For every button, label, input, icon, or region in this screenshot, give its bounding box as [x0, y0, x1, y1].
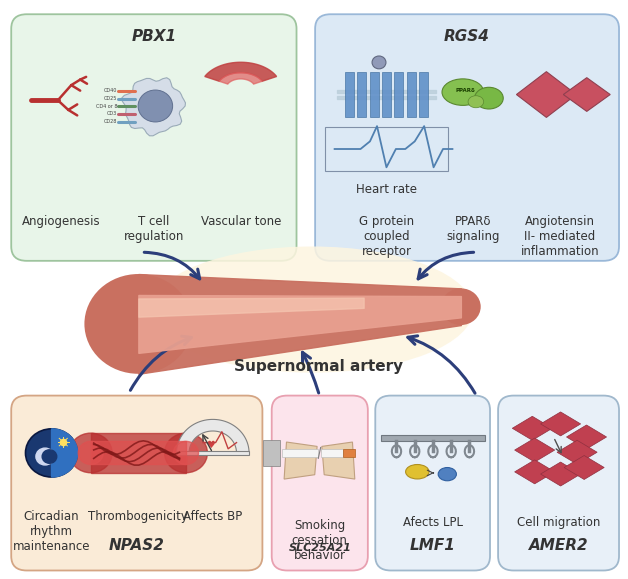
Text: Circadian
rhythm
maintenance: Circadian rhythm maintenance	[13, 510, 90, 554]
Polygon shape	[282, 449, 318, 457]
FancyBboxPatch shape	[11, 395, 263, 570]
Circle shape	[36, 448, 54, 465]
Circle shape	[173, 441, 198, 464]
Polygon shape	[219, 73, 263, 84]
Text: Heart rate: Heart rate	[356, 184, 417, 196]
Ellipse shape	[438, 467, 457, 481]
Text: Supernormal artery: Supernormal artery	[234, 360, 403, 375]
Text: SLC25A21: SLC25A21	[288, 543, 351, 554]
Ellipse shape	[151, 247, 474, 373]
FancyBboxPatch shape	[376, 395, 490, 570]
Circle shape	[78, 441, 103, 464]
FancyBboxPatch shape	[272, 395, 368, 570]
Text: G protein
coupled
receptor: G protein coupled receptor	[359, 215, 414, 258]
Circle shape	[42, 450, 57, 463]
Circle shape	[26, 429, 78, 477]
Polygon shape	[321, 449, 343, 457]
Ellipse shape	[475, 87, 503, 109]
Polygon shape	[122, 78, 185, 136]
Circle shape	[138, 90, 173, 122]
Text: CD25: CD25	[104, 96, 117, 101]
Text: Afects LPL: Afects LPL	[403, 516, 463, 529]
FancyBboxPatch shape	[498, 395, 619, 570]
Ellipse shape	[468, 96, 484, 108]
Ellipse shape	[442, 79, 484, 105]
Polygon shape	[566, 425, 607, 449]
FancyBboxPatch shape	[11, 14, 296, 261]
Text: Affects BP: Affects BP	[183, 510, 242, 523]
Text: AMER2: AMER2	[529, 538, 588, 554]
Text: Vascular tone: Vascular tone	[200, 215, 281, 228]
Polygon shape	[512, 416, 553, 440]
Polygon shape	[381, 435, 485, 441]
Polygon shape	[564, 456, 604, 479]
Polygon shape	[90, 433, 186, 472]
Polygon shape	[176, 419, 249, 453]
Polygon shape	[343, 449, 355, 457]
Bar	[357, 72, 366, 118]
Polygon shape	[541, 412, 581, 436]
Circle shape	[372, 56, 386, 69]
Polygon shape	[90, 441, 186, 464]
Text: RGS4: RGS4	[444, 28, 490, 43]
Text: Cell migration: Cell migration	[517, 516, 600, 529]
Polygon shape	[514, 460, 555, 484]
Polygon shape	[563, 78, 610, 111]
Bar	[407, 72, 416, 118]
Circle shape	[165, 433, 207, 472]
FancyBboxPatch shape	[315, 14, 619, 261]
Polygon shape	[514, 438, 555, 462]
Text: CD3: CD3	[107, 112, 117, 116]
Text: Angiogenesis: Angiogenesis	[21, 215, 100, 228]
Bar	[325, 127, 448, 171]
Bar	[382, 72, 391, 118]
Bar	[394, 72, 403, 118]
Text: PPARδ: PPARδ	[455, 89, 475, 93]
Ellipse shape	[406, 464, 429, 479]
Text: Smoking
cessation
behavior: Smoking cessation behavior	[291, 519, 347, 562]
Text: NPAS2: NPAS2	[109, 538, 165, 554]
Text: LMF1: LMF1	[409, 538, 455, 554]
Text: PPARδ
signaling: PPARδ signaling	[447, 215, 500, 243]
Circle shape	[84, 274, 192, 374]
Polygon shape	[176, 451, 249, 455]
Polygon shape	[322, 442, 355, 479]
Polygon shape	[263, 440, 279, 466]
Text: Angiotensin
II- mediated
inflammation: Angiotensin II- mediated inflammation	[521, 215, 599, 258]
Bar	[420, 72, 428, 118]
Circle shape	[69, 433, 112, 472]
Text: ♥: ♥	[205, 440, 214, 450]
Text: PBX1: PBX1	[131, 28, 176, 43]
Text: CD40: CD40	[104, 89, 117, 93]
Polygon shape	[541, 462, 581, 486]
Polygon shape	[51, 429, 78, 477]
Text: CD28: CD28	[104, 119, 117, 124]
Text: CD4 or 8: CD4 or 8	[95, 104, 117, 109]
Bar	[369, 72, 379, 118]
Polygon shape	[205, 63, 276, 81]
Circle shape	[441, 288, 480, 325]
Bar	[345, 72, 354, 118]
Text: T cell
regulation: T cell regulation	[124, 215, 184, 243]
Polygon shape	[557, 440, 597, 464]
Polygon shape	[284, 442, 317, 479]
Polygon shape	[516, 72, 577, 118]
Text: Thrombogenicity: Thrombogenicity	[89, 510, 188, 523]
